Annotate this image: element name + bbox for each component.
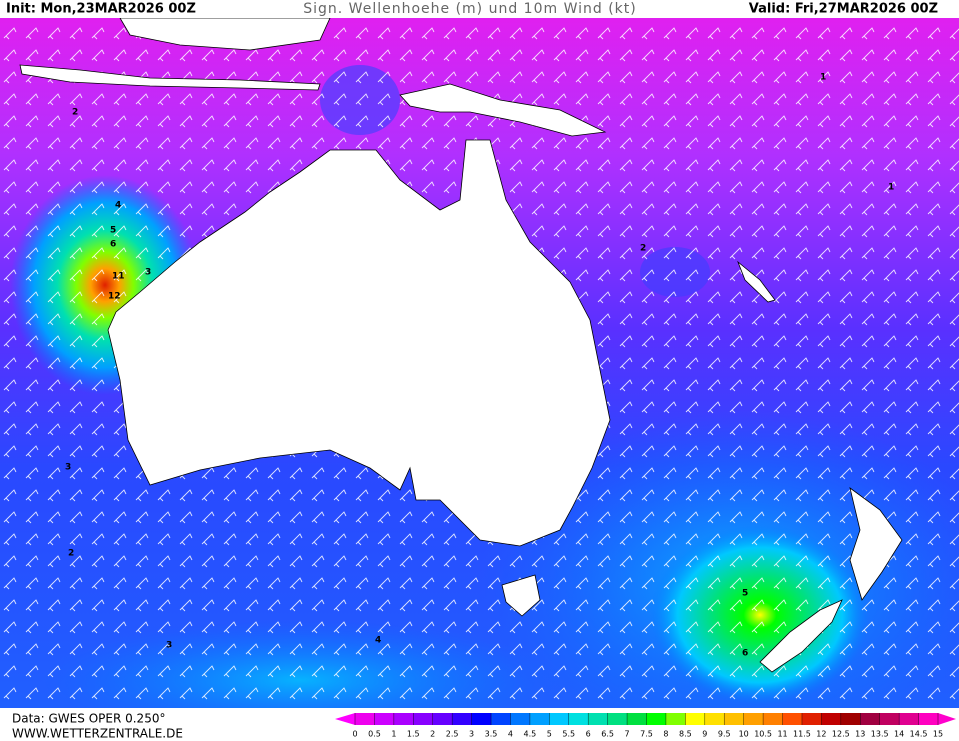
colorbar-label: 9.5 xyxy=(718,730,731,739)
colorbar-label: 7 xyxy=(625,730,630,739)
colorbar-segment xyxy=(607,713,628,725)
contour-label: 3 xyxy=(166,641,172,651)
contour-label: 6 xyxy=(742,649,748,659)
colorbar-label: 3.5 xyxy=(485,730,498,739)
init-time: Init: Mon,23MAR2026 00Z xyxy=(6,2,196,17)
colorbar-segment xyxy=(355,713,375,725)
header: Init: Mon,23MAR2026 00Z Sign. Wellenhoeh… xyxy=(0,0,959,18)
contour-label: 2 xyxy=(68,549,74,559)
colorbar-label: 10 xyxy=(739,730,749,739)
colorbar-segment xyxy=(665,713,686,725)
colorbar-label: 11 xyxy=(777,730,787,739)
colorbar-label: 3 xyxy=(469,730,474,739)
colorbar-segment xyxy=(840,713,861,725)
contour-label: 5 xyxy=(742,589,748,599)
colorbar-label: 4.5 xyxy=(524,730,537,739)
colorbar-label: 5.5 xyxy=(562,730,575,739)
colorbar-segment xyxy=(763,713,784,725)
colorbar-over xyxy=(938,713,956,725)
colorbar-label: 5 xyxy=(547,730,552,739)
colorbar: 0 0.5 1 1.5 2 2.5 3 3.5 4 4.5 5 5.5 6 6.5 7 7.5 8 8.5 9 9.5… xyxy=(335,713,956,739)
header-bar xyxy=(0,0,959,18)
colorbar-label: 14 xyxy=(894,730,904,739)
colorbar-label: 1.5 xyxy=(407,730,420,739)
colorbar-label: 12.5 xyxy=(832,730,850,739)
map: 2 3 4 5 6 11 12 1 1 2 2 3 5 6 4 3 xyxy=(0,17,959,741)
colorbar-segment xyxy=(627,713,647,725)
contour-label: 12 xyxy=(108,292,121,302)
colorbar-label: 13.5 xyxy=(871,730,889,739)
colorbar-label: 9 xyxy=(702,730,707,739)
colorbar-segment xyxy=(491,713,511,725)
colorbar-segment xyxy=(646,713,667,725)
colorbar-segment xyxy=(821,713,842,725)
land-new-zealand-north xyxy=(849,487,903,601)
colorbar-label: 13 xyxy=(855,730,865,739)
colorbar-label: 6.5 xyxy=(601,730,614,739)
land-new-zealand-south xyxy=(759,599,843,673)
colorbar-segment xyxy=(704,713,725,725)
colorbar-segment xyxy=(452,713,473,725)
contour-label: 1 xyxy=(820,73,826,83)
colorbar-segment xyxy=(918,713,939,725)
colorbar-label: 0.5 xyxy=(368,730,381,739)
colorbar-segment xyxy=(685,713,706,725)
valid-time: Valid: Fri,27MAR2026 00Z xyxy=(749,2,938,17)
colorbar-segment xyxy=(860,713,881,725)
colorbar-label: 7.5 xyxy=(640,730,653,739)
contour-label: 2 xyxy=(640,244,646,254)
colorbar-label: 11.5 xyxy=(793,730,811,739)
colorbar-segment xyxy=(743,713,764,725)
land-new-caledonia xyxy=(737,260,776,303)
colorbar-label: 14.5 xyxy=(910,730,928,739)
colorbar-label: 6 xyxy=(586,730,591,739)
site: WWW.WETTERZENTRALE.DE xyxy=(12,727,183,741)
colorbar-segment xyxy=(899,713,920,725)
colorbar-segment xyxy=(510,713,531,725)
colorbar-segment xyxy=(549,713,570,725)
colorbar-segment xyxy=(879,713,900,725)
colorbar-label: 8.5 xyxy=(679,730,692,739)
contour-label: 2 xyxy=(72,108,78,118)
land-australia xyxy=(107,139,611,547)
colorbar-label: 2.5 xyxy=(446,730,459,739)
colorbar-segment xyxy=(588,713,609,725)
contour-label: 11 xyxy=(112,272,125,282)
colorbar-segment xyxy=(529,713,550,725)
colorbar-label: 15 xyxy=(933,730,943,739)
colorbar-segment xyxy=(782,713,803,725)
colorbar-segment xyxy=(724,713,745,725)
contour-label: 3 xyxy=(65,463,71,473)
colorbar-label: 2 xyxy=(430,730,435,739)
colorbar-segment xyxy=(413,713,434,725)
land-new-guinea xyxy=(399,83,607,137)
colorbar-label: 4 xyxy=(508,730,513,739)
colorbar-segment xyxy=(374,713,395,725)
contour-label: 4 xyxy=(115,201,121,211)
contour-label: 3 xyxy=(145,268,151,278)
colorbar-under xyxy=(335,713,355,725)
colorbar-label: 12 xyxy=(816,730,826,739)
contour-label: 6 xyxy=(110,240,116,250)
colorbar-segment xyxy=(432,713,453,725)
colorbar-segment xyxy=(801,713,822,725)
colorbar-label: 8 xyxy=(663,730,668,739)
contour-label: 4 xyxy=(375,636,381,646)
footer: Data: GWES OPER 0.250° WWW.WETTERZENTRAL… xyxy=(0,708,959,741)
colorbar-label: 1 xyxy=(391,730,396,739)
contour-label: 1 xyxy=(888,183,894,193)
land-tasmania xyxy=(501,574,541,617)
colorbar-segment xyxy=(568,713,589,725)
map-title: Sign. Wellenhoehe (m) und 10m Wind (kt) xyxy=(303,1,636,17)
colorbar-label: 10.5 xyxy=(754,730,772,739)
land-indonesia xyxy=(19,64,321,91)
contour-label: 5 xyxy=(110,226,116,236)
colorbar-segment xyxy=(471,713,492,725)
colorbar-label: 0 xyxy=(352,730,357,739)
data-source: Data: GWES OPER 0.250° xyxy=(12,712,165,726)
colorbar-segment xyxy=(393,713,414,725)
